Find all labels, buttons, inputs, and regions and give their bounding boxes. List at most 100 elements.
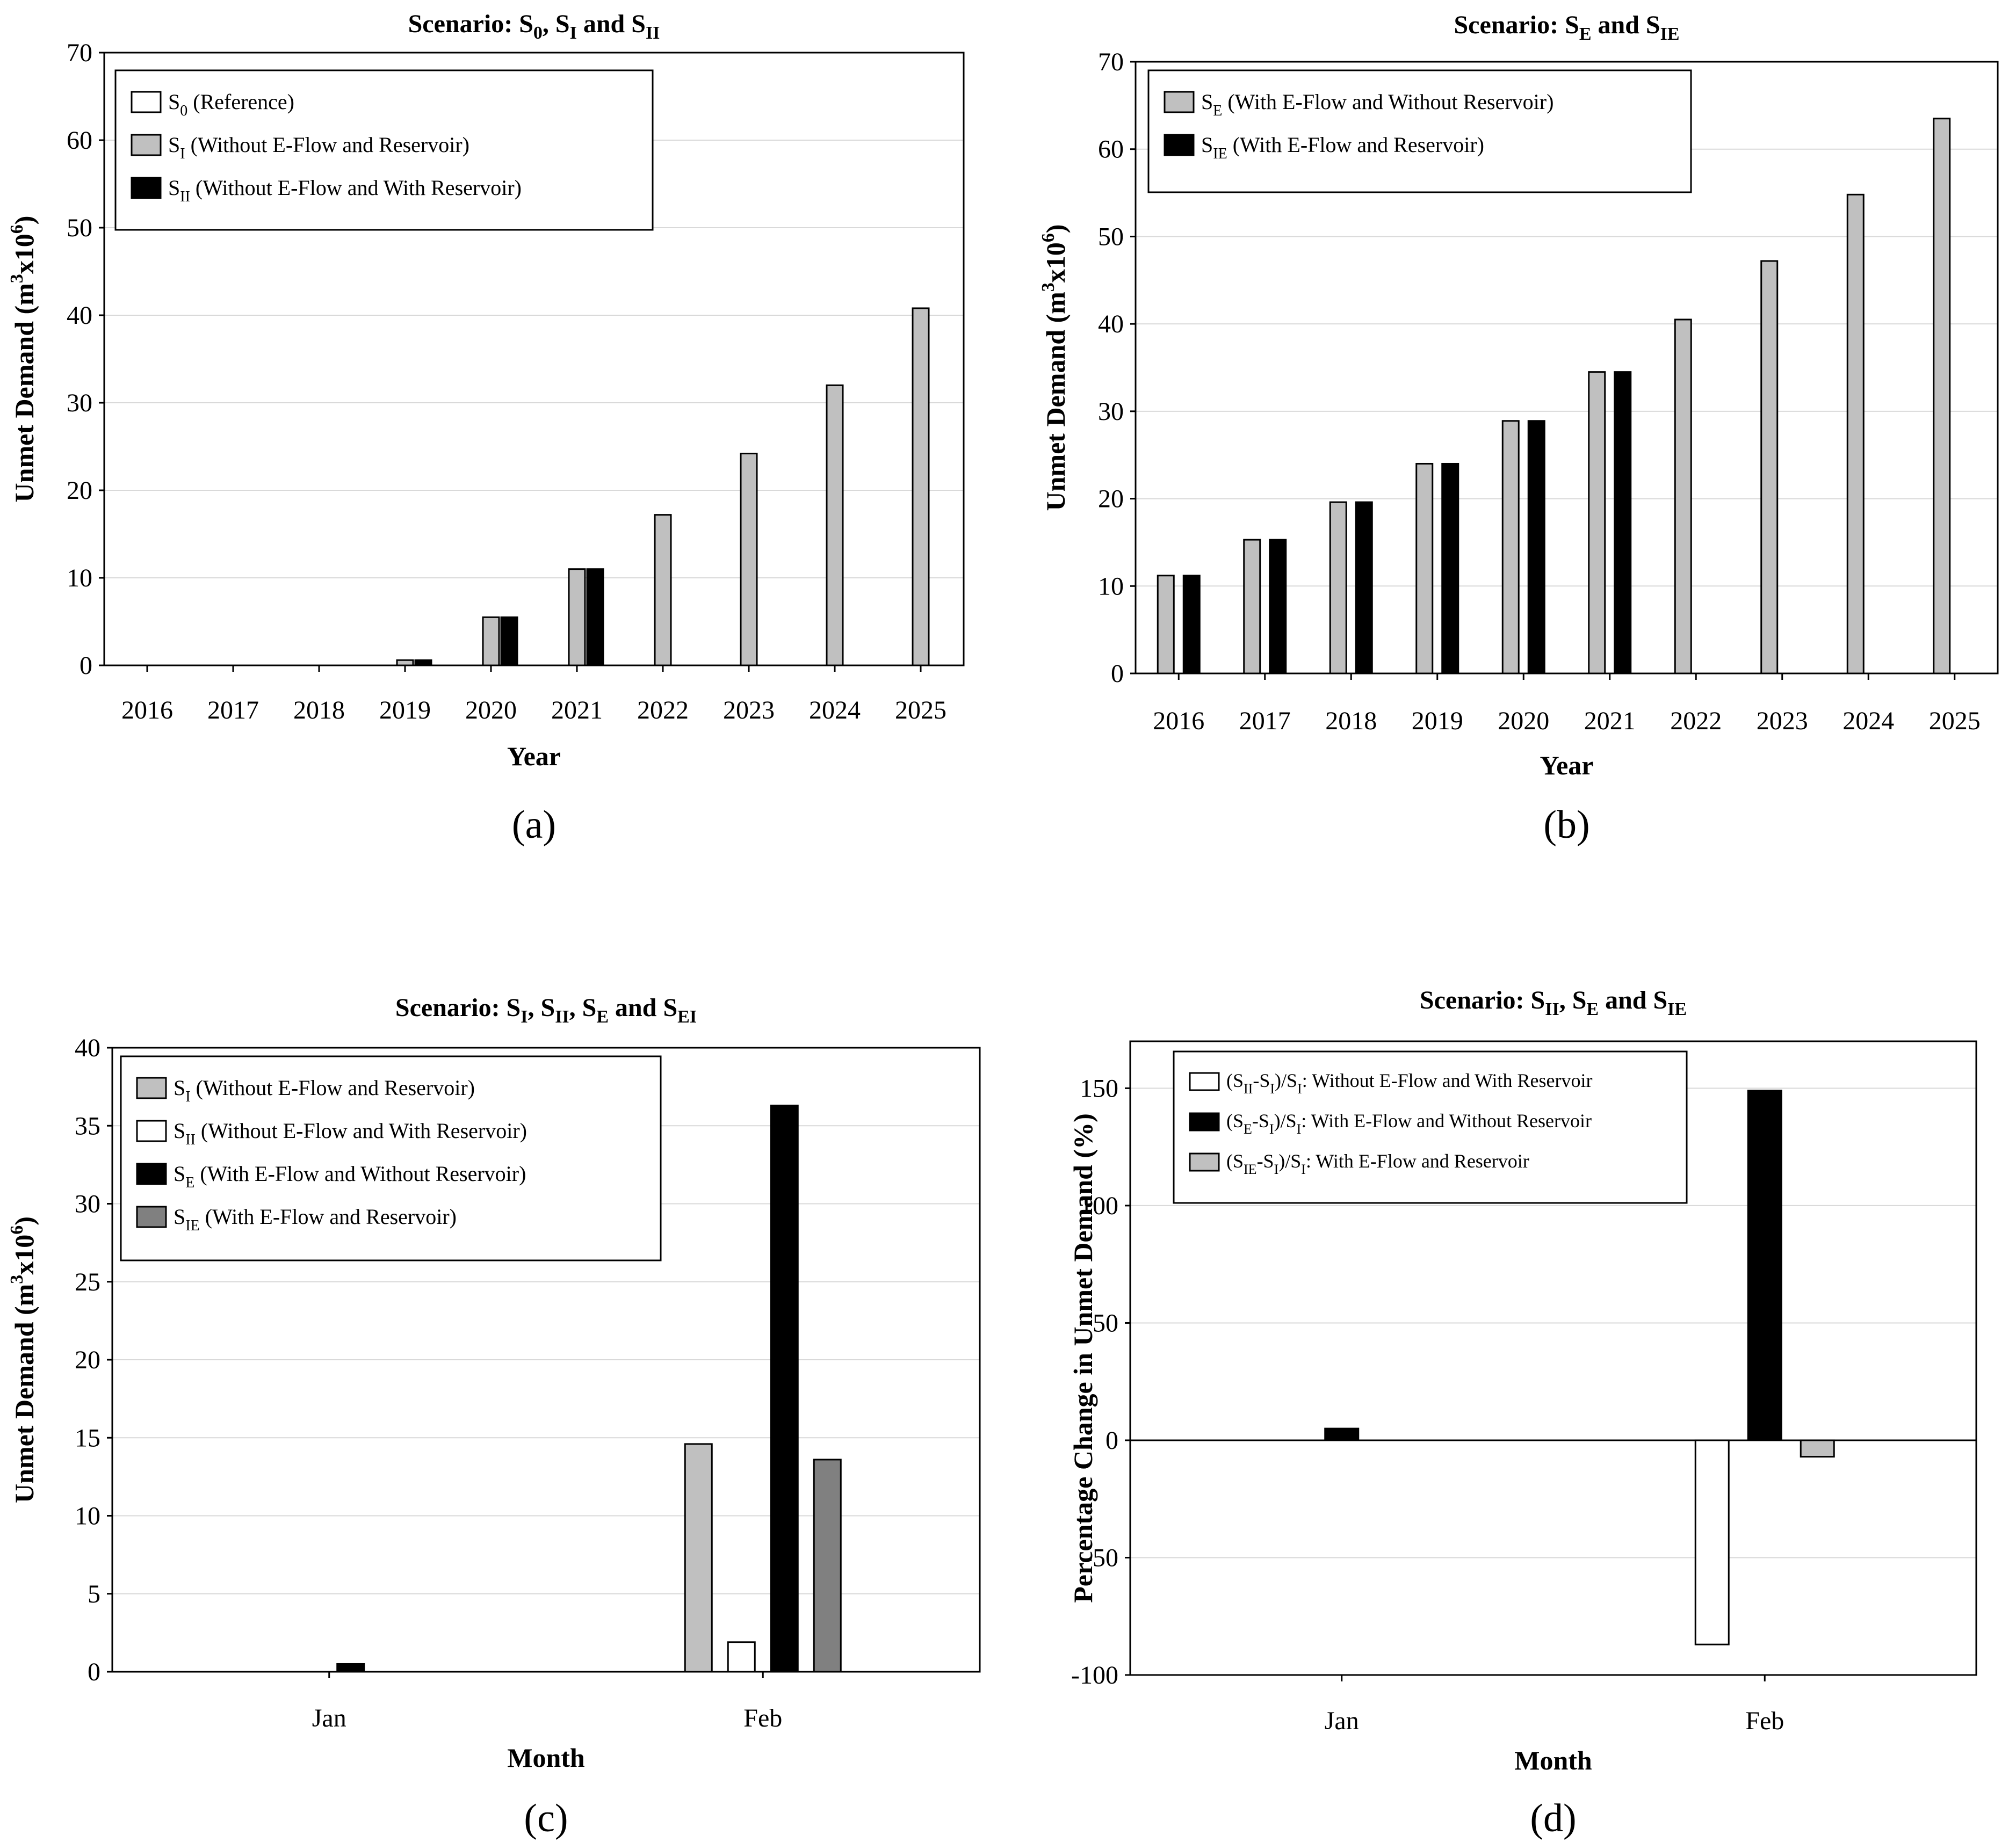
x-tick-label: 2016 — [121, 696, 173, 724]
x-tick-label: 2016 — [1153, 707, 1204, 735]
legend-box — [120, 1055, 662, 1261]
axis-frame — [1135, 61, 1999, 675]
y-tick-label: -50 — [1084, 1543, 1118, 1572]
panel-label: (b) — [1543, 803, 1589, 847]
bar-b-s0-2019 — [1415, 462, 1434, 675]
y-tick-label: 5 — [88, 1580, 100, 1608]
legend-box — [114, 69, 654, 231]
bar-d-s0-feb — [1694, 1439, 1730, 1645]
legend-entry: S0 (Reference) — [168, 90, 294, 119]
x-tick-label: 2019 — [1412, 707, 1463, 735]
legend-swatch — [1164, 91, 1195, 113]
bar-b-s0-2017 — [1243, 539, 1261, 675]
axis-frame — [111, 1047, 981, 1673]
y-axis-label: Unmet Demand (m3x106) — [7, 216, 39, 503]
y-tick-label: 10 — [75, 1502, 100, 1531]
panel-label: (d) — [1530, 1796, 1576, 1840]
y-tick-label: 25 — [75, 1268, 100, 1296]
y-tick-label: 70 — [1098, 48, 1124, 76]
bar-a-s1-2025 — [912, 307, 930, 666]
x-tick-label: 2023 — [723, 696, 775, 724]
y-tick-label: 30 — [75, 1190, 100, 1219]
legend-entry: SIE (With E-Flow and Reservoir) — [174, 1205, 457, 1234]
bar-d-s1-jan — [1324, 1427, 1360, 1441]
bar-b-s1-2020 — [1527, 420, 1545, 675]
y-tick-label: 0 — [1105, 1426, 1118, 1455]
panel-label: (c) — [524, 1796, 568, 1840]
y-tick-label: 50 — [67, 214, 92, 242]
bar-d-s1-feb — [1747, 1090, 1782, 1441]
legend-entry: (SE-SI)/SI: With E-Flow and Without Rese… — [1226, 1110, 1592, 1137]
bar-d-s2-feb — [1800, 1439, 1835, 1458]
chart-panel-b: 0 10 20 30 40 50 60 70 2016 2017 2018 2019 2020 2021 2… — [1038, 11, 1999, 847]
y-tick-label: 30 — [1098, 397, 1124, 426]
chart-panel-c: 0 5 10 15 20 25 30 35 40 Jan Feb SI (Without E-Flow… — [7, 993, 981, 1840]
x-axis-label: Year — [1540, 750, 1594, 780]
chart-title: Scenario: SII, SE and SIE — [1420, 986, 1687, 1019]
bar-b-s0-2018 — [1329, 501, 1347, 675]
x-tick-label: 2017 — [1239, 707, 1291, 735]
y-tick-label: 100 — [1080, 1192, 1118, 1220]
bar-a-s2-2020 — [500, 616, 518, 666]
x-tick-label: 2024 — [809, 696, 861, 724]
bar-c-s1-feb — [727, 1641, 756, 1673]
legend-entry: SI (Without E-Flow and Reservoir) — [168, 133, 469, 162]
legend-entry: SE (With E-Flow and Without Reservoir) — [1201, 90, 1553, 119]
x-tick-label: 2020 — [1498, 707, 1549, 735]
chart-title: Scenario: SI, SII, SE and SEI — [395, 993, 697, 1027]
legend-swatch — [136, 1206, 167, 1228]
y-tick-label: -100 — [1071, 1661, 1118, 1689]
x-tick-label: 2021 — [551, 696, 603, 724]
bar-b-s0-2021 — [1588, 371, 1606, 675]
legend-swatch — [131, 91, 162, 113]
bar-b-s1-2018 — [1355, 501, 1373, 675]
bar-c-s3-feb — [813, 1459, 842, 1673]
bar-a-s1-2021 — [568, 568, 586, 666]
y-tick-label: 35 — [75, 1112, 100, 1140]
bar-b-s1-2016 — [1182, 575, 1201, 675]
y-tick-label: 20 — [75, 1346, 100, 1374]
bar-b-s0-2024 — [1846, 193, 1865, 675]
legend-swatch — [136, 1163, 167, 1185]
chart-panel-d: -100 -50 0 50 100 150 Jan Feb (SII-SI)/SI: Witho… — [1068, 986, 1977, 1840]
x-axis-label: Year — [507, 741, 561, 771]
legend-box — [1147, 69, 1692, 193]
bar-c-s2-jan — [336, 1663, 365, 1673]
legend-swatch — [1164, 134, 1195, 156]
x-tick-label: 2022 — [1670, 707, 1722, 735]
bar-a-s1-2022 — [654, 514, 672, 666]
y-tick-label: 60 — [1098, 135, 1124, 164]
x-tick-label: 2021 — [1584, 707, 1636, 735]
y-tick-label: 50 — [1093, 1309, 1118, 1337]
y-tick-label: 15 — [75, 1424, 100, 1452]
bar-a-s1-2020 — [482, 616, 500, 666]
y-axis-label: Percentage Change in Unmet Demand (%) — [1068, 1113, 1098, 1602]
legend-entry: SE (With E-Flow and Without Reservoir) — [174, 1162, 526, 1191]
y-tick-label: 20 — [67, 476, 92, 505]
y-tick-label: 0 — [1111, 659, 1124, 688]
legend-entry: SII (Without E-Flow and With Reservoir) — [174, 1119, 527, 1148]
x-tick-label: 2017 — [207, 696, 259, 724]
legend-swatch — [131, 134, 162, 156]
axis-frame — [1129, 1040, 1977, 1676]
y-tick-label: 0 — [88, 1658, 100, 1686]
chart-panel-a: 0 10 20 30 40 50 60 70 2016 2017 2018 2019 2020 2021 2… — [7, 10, 965, 847]
x-tick-label: 2023 — [1757, 707, 1808, 735]
legend-swatch — [131, 177, 162, 199]
x-tick-label: Jan — [1325, 1707, 1359, 1735]
y-tick-label: 10 — [67, 564, 92, 592]
x-tick-label: 2018 — [293, 696, 345, 724]
legend-swatch — [1189, 1112, 1220, 1132]
bar-a-s2-2021 — [586, 568, 604, 666]
y-tick-label: 60 — [67, 126, 92, 155]
x-tick-label: Feb — [1745, 1707, 1784, 1735]
legend-entry: SII (Without E-Flow and With Reservoir) — [168, 176, 522, 205]
axis-frame — [103, 52, 965, 666]
x-axis-label: Month — [1514, 1745, 1592, 1775]
bar-b-s1-2017 — [1269, 539, 1287, 675]
bar-b-s0-2016 — [1157, 575, 1175, 675]
legend-entry: (SIE-SI)/SI: With E-Flow and Reservoir — [1226, 1150, 1529, 1177]
legend-swatch — [136, 1077, 167, 1099]
y-tick-label: 50 — [1098, 222, 1124, 251]
